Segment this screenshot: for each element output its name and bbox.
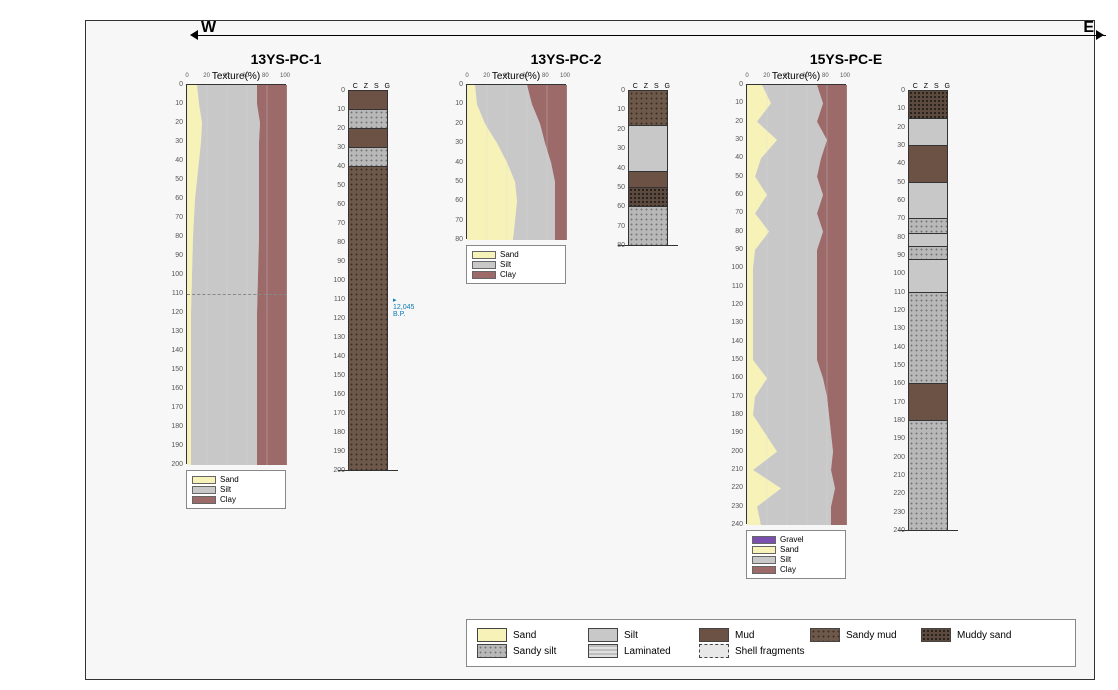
texture-chart: 0204060801000102030405060708090100110120…	[186, 84, 286, 464]
log-interval-sandy_silt	[909, 219, 947, 234]
texture-label: Texture(%)	[746, 71, 846, 82]
log-interval-sandy_silt	[909, 247, 947, 260]
log-interval-sandy_silt	[909, 421, 947, 531]
log-interval-silt	[909, 234, 947, 247]
texture-label: Texture(%)	[466, 71, 566, 82]
master-legend: Sand Silt Mud Sandy mud Muddy sand Sandy sil…	[466, 619, 1076, 667]
log-interval-sandy_silt	[909, 293, 947, 385]
log-interval-sandy_silt	[629, 207, 667, 246]
legend-label: Silt	[780, 555, 791, 564]
log-column: C Z S G010203040506070809010011012013014…	[326, 71, 392, 509]
swatch-sandy_silt	[477, 644, 507, 658]
core-row: Texture(%) 020406080100010203040506070809…	[746, 71, 952, 579]
core-title: 13YS-PC-2	[466, 51, 666, 67]
legend-label: Sandy silt	[513, 646, 556, 657]
legend-item-muddy_sand: Muddy sand	[921, 628, 1016, 642]
texture-legend: SandSiltClay	[466, 245, 566, 284]
legend-label: Mud	[735, 630, 754, 641]
log-interval-sandy_silt	[349, 110, 387, 129]
swatch-sandy_mud	[810, 628, 840, 642]
legend-label: Silt	[500, 260, 511, 269]
legend-item-mud: Mud	[699, 628, 794, 642]
log-interval-silt	[909, 260, 947, 293]
texture-chart: 02040608010001020304050607080	[466, 84, 566, 239]
figure-frame: W E 13YS-PC-1Texture(%)02040608010001020…	[85, 20, 1095, 680]
core-title: 13YS-PC-1	[186, 51, 386, 67]
legend-label: Laminated	[624, 646, 671, 657]
log-interval-silt	[909, 119, 947, 147]
legend-label: Sand	[780, 545, 799, 554]
log-interval-mud	[349, 91, 387, 110]
texture-column: Texture(%) 020406080100010203040506070809…	[186, 71, 286, 509]
legend-label: Muddy sand	[957, 630, 1011, 641]
lithology-log: 0102030405060708090100110120130140150160…	[348, 90, 388, 470]
log-interval-mud	[349, 129, 387, 148]
log-column: C Z S G010203040506070809010011012013014…	[886, 71, 952, 579]
date-annotation: ▸ 12,045 B.P.	[393, 296, 414, 318]
log-interval-mud	[909, 146, 947, 183]
core-13YS-PC-1: 13YS-PC-1 Texture(%) 020406080100010203040…	[186, 51, 392, 509]
legend-label: Clay	[500, 270, 516, 279]
legend-row-2: Sandy silt Laminated Shell fragments	[477, 644, 1065, 658]
log-interval-sandy_mud	[629, 91, 667, 126]
we-transect-line	[196, 35, 1106, 36]
czsg-label: C Z S G	[628, 83, 672, 90]
czsg-label: C Z S G	[348, 83, 392, 90]
log-interval-sandy_silt	[349, 148, 387, 167]
log-interval-muddy_sand	[909, 91, 947, 119]
core-row: Texture(%) 02040608010001020304050607080 S…	[466, 71, 672, 284]
log-interval-silt	[909, 183, 947, 220]
texture-chart: 0204060801000102030405060708090100110120…	[746, 84, 846, 524]
log-column: C Z S G01020304050607080	[606, 71, 672, 284]
legend-label: Clay	[780, 565, 796, 574]
texture-column: Texture(%) 020406080100010203040506070809…	[746, 71, 846, 579]
texture-legend: GravelSandSiltClay	[746, 530, 846, 579]
legend-label: Shell fragments	[735, 646, 804, 657]
legend-label: Silt	[624, 630, 638, 641]
legend-item-sandy_mud: Sandy mud	[810, 628, 905, 642]
swatch-shell	[699, 644, 729, 658]
log-interval-silt	[629, 126, 667, 173]
legend-label: Clay	[220, 495, 236, 504]
swatch-mud	[699, 628, 729, 642]
legend-label: Sand	[513, 630, 536, 641]
legend-item-laminated: Laminated	[588, 644, 683, 658]
arrow-east	[1096, 30, 1104, 40]
core-title: 15YS-PC-E	[746, 51, 946, 67]
core-13YS-PC-2: 13YS-PC-2 Texture(%) 020406080100010203040…	[466, 51, 672, 284]
legend-item-sandy_silt: Sandy silt	[477, 644, 572, 658]
swatch-silt	[588, 628, 618, 642]
czsg-label: C Z S G	[908, 83, 952, 90]
log-interval-mud	[909, 384, 947, 421]
core-15YS-PC-E: 15YS-PC-E Texture(%) 020406080100010203040…	[746, 51, 952, 579]
swatch-muddy_sand	[921, 628, 951, 642]
texture-legend: SandSiltClay	[186, 470, 286, 509]
log-interval-muddy_sand	[629, 188, 667, 207]
legend-item-silt: Silt	[588, 628, 683, 642]
texture-label: Texture(%)	[186, 71, 286, 82]
legend-label: Sand	[220, 475, 239, 484]
legend-row-1: Sand Silt Mud Sandy mud Muddy sand	[477, 628, 1065, 642]
swatch-sand	[477, 628, 507, 642]
lithology-log: 01020304050607080	[628, 90, 668, 245]
legend-label: Silt	[220, 485, 231, 494]
legend-item-sand: Sand	[477, 628, 572, 642]
lithology-log: 0102030405060708090100110120130140150160…	[908, 90, 948, 530]
core-row: Texture(%) 020406080100010203040506070809…	[186, 71, 392, 509]
legend-item-shell: Shell fragments	[699, 644, 804, 658]
texture-column: Texture(%) 02040608010001020304050607080 S…	[466, 71, 566, 284]
swatch-laminated	[588, 644, 618, 658]
legend-label: Sandy mud	[846, 630, 897, 641]
legend-label: Gravel	[780, 535, 804, 544]
log-interval-mud	[629, 172, 667, 188]
log-interval-sandy_mud	[349, 167, 387, 471]
legend-label: Sand	[500, 250, 519, 259]
